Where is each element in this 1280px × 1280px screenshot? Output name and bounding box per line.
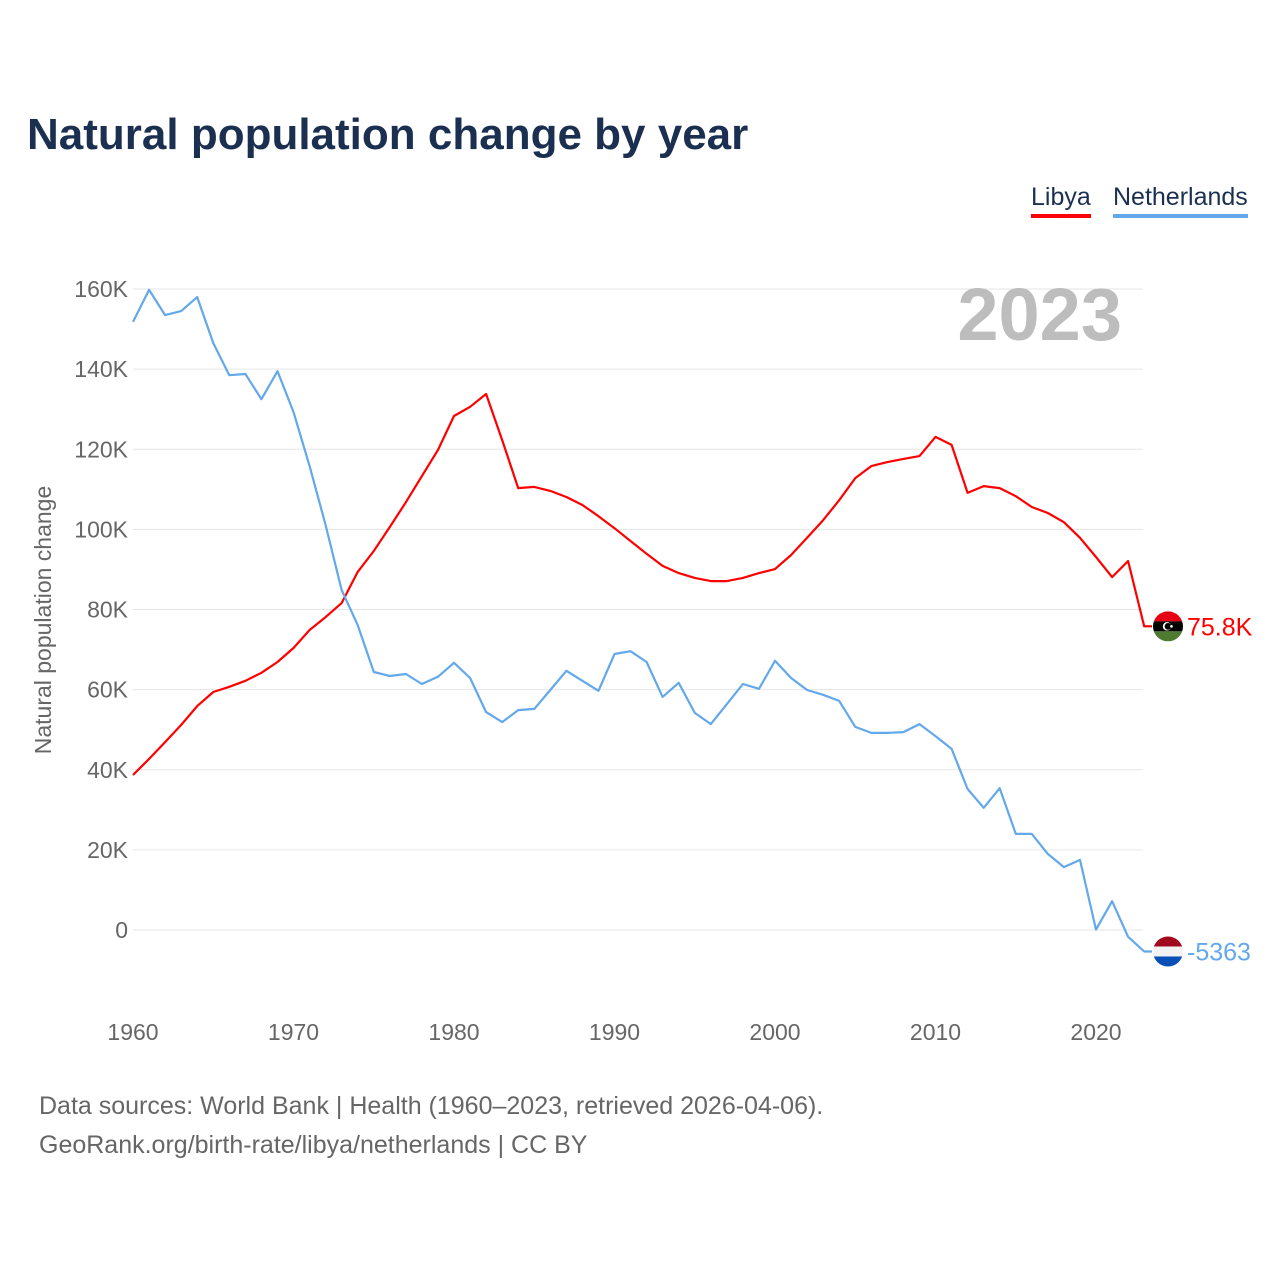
- y-tick-label: 160K: [74, 276, 128, 302]
- netherlands-flag-icon: [1153, 936, 1183, 967]
- x-tick-label: 1970: [268, 1019, 319, 1045]
- year-watermark: 2023: [957, 273, 1122, 356]
- y-axis-label: Natural population change: [30, 486, 56, 755]
- y-tick-label: 100K: [74, 516, 128, 542]
- series-line-libya: [132, 392, 1152, 776]
- y-tick-label: 0: [115, 917, 128, 943]
- x-tick-label: 2020: [1070, 1019, 1121, 1045]
- series-line-netherlands: [132, 288, 1152, 953]
- libya-flag-icon: [1153, 611, 1183, 642]
- data-source-text: Data sources: World Bank | Health (1960–…: [39, 1092, 824, 1120]
- y-tick-label: 120K: [74, 436, 128, 462]
- x-tick-label: 1960: [107, 1019, 158, 1045]
- y-tick-label: 140K: [74, 356, 128, 382]
- x-tick-label: 1990: [589, 1019, 640, 1045]
- y-tick-label: 20K: [87, 837, 129, 863]
- end-value-label-netherlands: -5363: [1187, 938, 1251, 966]
- legend-item-libya[interactable]: Libya: [1031, 183, 1091, 218]
- legend-item-netherlands[interactable]: Netherlands: [1113, 183, 1248, 218]
- y-tick-label: 60K: [87, 677, 129, 703]
- x-tick-label: 2010: [910, 1019, 961, 1045]
- chart-title: Natural population change by year: [27, 110, 749, 159]
- y-tick-label: 80K: [87, 597, 129, 623]
- x-tick-label: 1980: [428, 1019, 479, 1045]
- attribution-link[interactable]: GeoRank.org/birth-rate/libya/netherlands…: [39, 1131, 588, 1159]
- y-tick-label: 40K: [87, 757, 129, 783]
- end-value-label-libya: 75.8K: [1187, 613, 1253, 641]
- footer: Data sources: World Bank | Health (1960–…: [39, 1087, 823, 1165]
- x-tick-label: 2000: [749, 1019, 800, 1045]
